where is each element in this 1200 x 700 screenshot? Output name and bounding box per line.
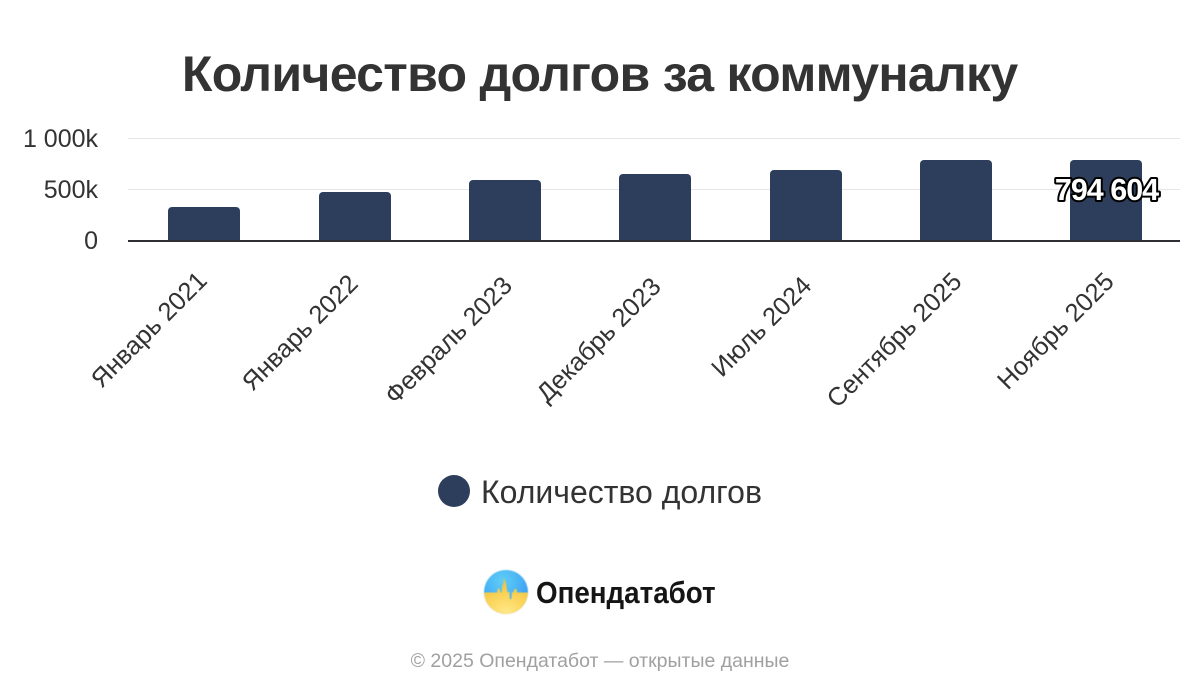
svg-text:794 604: 794 604	[1055, 173, 1159, 207]
